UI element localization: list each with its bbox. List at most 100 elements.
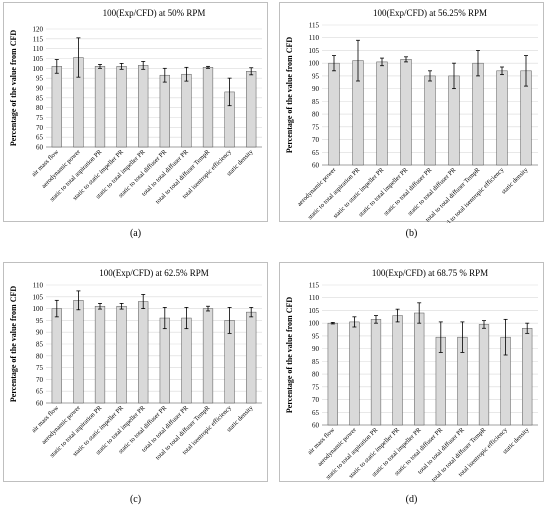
y-tick-label: 115 bbox=[309, 22, 320, 30]
chart-title: 100(Exp/CFD) at 56.25% RPM bbox=[373, 8, 487, 18]
y-tick-label: 65 bbox=[312, 409, 320, 417]
y-tick-label: 70 bbox=[312, 136, 320, 144]
bar-2 bbox=[73, 300, 84, 404]
bar-5 bbox=[414, 312, 425, 426]
bar-6 bbox=[448, 75, 460, 166]
y-tick-label: 85 bbox=[36, 341, 44, 349]
y-tick-label: 85 bbox=[312, 358, 320, 366]
y-tick-label: 115 bbox=[309, 282, 320, 290]
panel-caption-c: (c) bbox=[129, 494, 142, 505]
y-tick-label: 120 bbox=[33, 26, 44, 34]
y-tick-label: 105 bbox=[33, 55, 44, 63]
y-tick-label: 65 bbox=[36, 388, 44, 396]
x-tick-label: aerodynamic power bbox=[40, 148, 82, 190]
panel-caption-a: (a) bbox=[129, 228, 142, 239]
y-tick-label: 105 bbox=[33, 293, 44, 301]
y-tick-label: 110 bbox=[33, 45, 44, 53]
y-tick-label: 75 bbox=[312, 383, 320, 391]
chart-title: 100(Exp/CFD) at 68.75 % RPM bbox=[372, 268, 488, 278]
bar-1 bbox=[327, 322, 338, 426]
y-tick-label: 60 bbox=[312, 162, 320, 170]
y-tick-label: 70 bbox=[36, 376, 44, 384]
bar-10 bbox=[246, 311, 257, 404]
bar-3 bbox=[376, 61, 388, 166]
y-tick-label: 95 bbox=[36, 317, 44, 325]
chart-panel-a: 100(Exp/CFD) at 50% RPM Percentage of the… bbox=[3, 2, 268, 222]
chart-svg-d: 100(Exp/CFD) at 68.75 % RPM Percentage of… bbox=[285, 268, 538, 483]
bar-10 bbox=[246, 71, 257, 148]
bar-6 bbox=[159, 317, 170, 404]
chart-svg-a: 100(Exp/CFD) at 50% RPM Percentage of the… bbox=[9, 8, 262, 206]
bar-5 bbox=[138, 65, 149, 148]
y-axis-label: Percentage of the value from CFD bbox=[9, 30, 18, 147]
y-axis-label: Percentage of the value from CFD bbox=[285, 37, 294, 154]
y-tick-label: 80 bbox=[312, 371, 320, 379]
bar-4 bbox=[116, 305, 127, 404]
bar-7 bbox=[181, 73, 192, 148]
bar-10 bbox=[522, 328, 533, 426]
y-tick-label: 105 bbox=[309, 47, 320, 55]
bar-8 bbox=[496, 70, 508, 166]
y-tick-label: 90 bbox=[312, 345, 320, 353]
bar-7 bbox=[181, 317, 192, 404]
chart-title: 100(Exp/CFD) at 50% RPM bbox=[103, 8, 206, 18]
y-tick-label: 70 bbox=[36, 124, 44, 132]
chart-svg-c: 100(Exp/CFD) at 62.5% RPM Percentage of t… bbox=[9, 268, 262, 462]
y-tick-label: 115 bbox=[33, 35, 44, 43]
chart-panel-b: 100(Exp/CFD) at 56.25% RPM Percentage of … bbox=[279, 2, 544, 223]
y-tick-label: 90 bbox=[312, 85, 320, 93]
y-tick-label: 75 bbox=[36, 364, 44, 372]
bar-7 bbox=[472, 62, 484, 166]
bar-8 bbox=[202, 308, 214, 404]
y-tick-label: 60 bbox=[312, 422, 320, 430]
bar-8 bbox=[202, 67, 214, 148]
y-axis-label: Percentage of the value from CFD bbox=[285, 297, 294, 414]
bar-5 bbox=[424, 75, 436, 166]
chart-panel-d: 100(Exp/CFD) at 68.75 % RPM Percentage of… bbox=[279, 262, 544, 483]
y-tick-label: 60 bbox=[36, 144, 44, 152]
y-tick-label: 75 bbox=[312, 123, 320, 131]
y-tick-label: 85 bbox=[36, 94, 44, 102]
panel-caption-d: (d) bbox=[405, 494, 418, 505]
y-tick-label: 100 bbox=[309, 320, 320, 328]
bar-8 bbox=[478, 324, 490, 426]
bar-3 bbox=[94, 305, 106, 404]
y-tick-label: 110 bbox=[309, 294, 320, 302]
y-tick-label: 65 bbox=[312, 149, 320, 157]
y-tick-label: 70 bbox=[312, 396, 320, 404]
y-tick-label: 95 bbox=[312, 72, 320, 80]
x-tick-label: static density bbox=[500, 166, 530, 196]
y-tick-label: 80 bbox=[36, 352, 44, 360]
bar-1 bbox=[51, 308, 62, 404]
y-tick-label: 90 bbox=[36, 329, 44, 337]
bar-1 bbox=[51, 66, 62, 148]
bar-4 bbox=[116, 66, 127, 148]
y-tick-label: 90 bbox=[36, 85, 44, 93]
chart-panel-c: 100(Exp/CFD) at 62.5% RPM Percentage of t… bbox=[3, 262, 268, 482]
bar-4 bbox=[392, 315, 403, 426]
y-tick-label: 100 bbox=[33, 305, 44, 313]
y-tick-label: 80 bbox=[312, 111, 320, 119]
y-tick-label: 80 bbox=[36, 104, 44, 112]
y-tick-label: 65 bbox=[36, 134, 44, 142]
y-tick-label: 95 bbox=[312, 332, 320, 340]
x-tick-label: aerodynamic power bbox=[40, 404, 82, 446]
bar-2 bbox=[349, 321, 360, 426]
y-tick-label: 60 bbox=[36, 400, 44, 408]
bar-4 bbox=[400, 59, 412, 166]
y-tick-label: 100 bbox=[33, 65, 44, 73]
bar-3 bbox=[370, 319, 382, 426]
chart-title: 100(Exp/CFD) at 62.5% RPM bbox=[99, 268, 209, 278]
bar-5 bbox=[138, 301, 149, 404]
y-tick-label: 105 bbox=[309, 307, 320, 315]
bar-6 bbox=[159, 74, 170, 148]
bar-1 bbox=[328, 62, 340, 166]
y-tick-label: 110 bbox=[33, 282, 44, 290]
x-tick-label: aerodynamic power bbox=[316, 426, 358, 468]
y-tick-label: 75 bbox=[36, 114, 44, 122]
y-tick-label: 110 bbox=[309, 34, 320, 42]
y-tick-label: 100 bbox=[309, 60, 320, 68]
panel-caption-b: (b) bbox=[405, 228, 418, 239]
y-axis-label: Percentage of the value from CFD bbox=[9, 286, 18, 403]
y-tick-label: 85 bbox=[312, 98, 320, 106]
